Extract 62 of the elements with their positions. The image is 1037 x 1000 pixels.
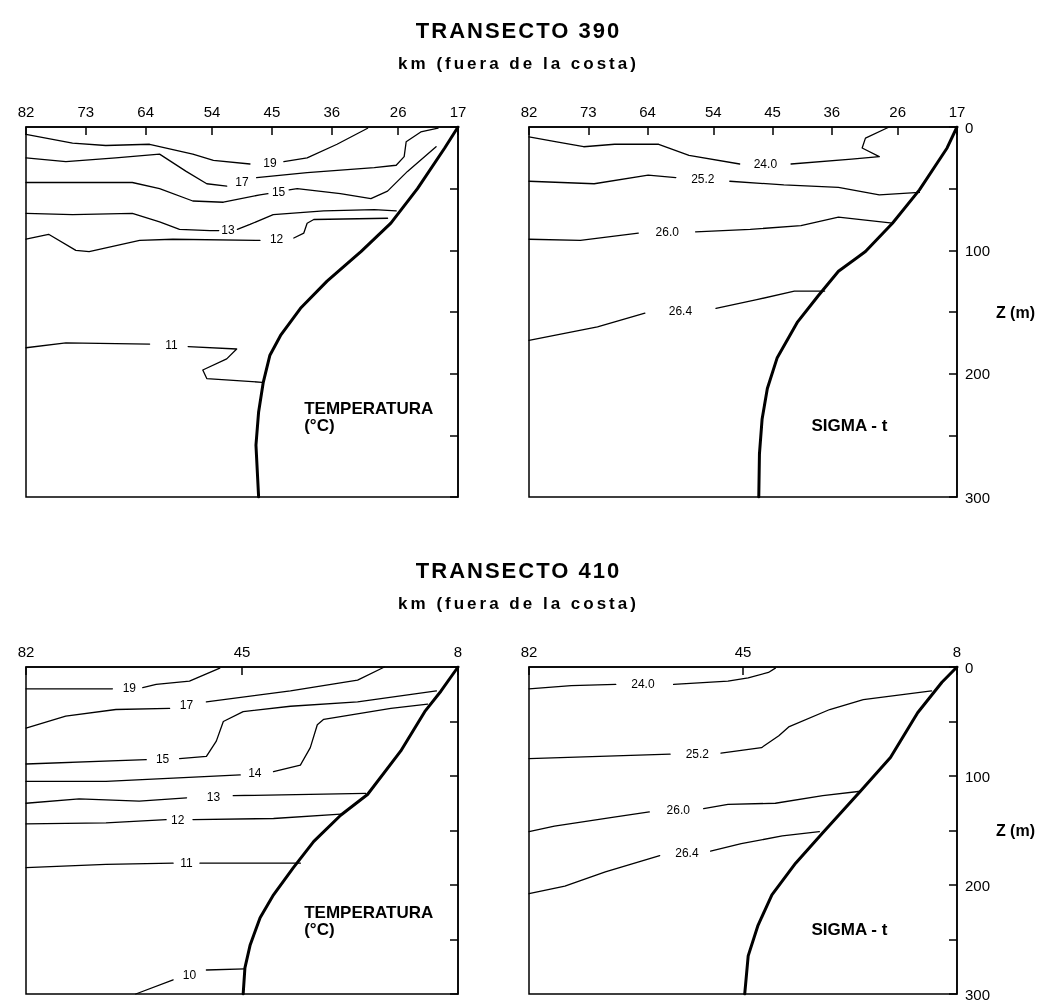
x-tick-label: 45 <box>734 643 752 660</box>
x-tick-label: 45 <box>263 103 281 120</box>
y-axis-title: Z (m) <box>995 822 1035 839</box>
series-label: 12 <box>171 812 185 827</box>
series-label: 13 <box>221 222 236 237</box>
series-label: 26.4 <box>668 303 693 318</box>
x-tick-label: 73 <box>579 103 597 120</box>
x-tick-label: 45 <box>764 103 781 120</box>
series-label: 11 <box>165 338 179 353</box>
text: TRANSECTO 410 <box>414 558 623 585</box>
series-label: 26.4 <box>675 846 699 861</box>
series-label: 11 <box>180 856 194 871</box>
series-label: 24.0 <box>753 157 778 171</box>
series-label: 12 <box>269 232 284 247</box>
y-tick-label: 200 <box>964 876 990 894</box>
series-label: 25.2 <box>691 172 715 187</box>
series-label: 10 <box>182 967 197 982</box>
y-tick-label: 300 <box>964 985 990 1000</box>
y-tick-label: 300 <box>964 488 990 506</box>
annotation: SIGMA - t <box>811 920 888 940</box>
x-tick-label: 36 <box>823 103 841 120</box>
annotation: TEMPERATURA (°C) <box>304 903 438 940</box>
series-label: 15 <box>155 752 170 767</box>
x-tick-label: 64 <box>137 103 154 120</box>
x-tick-label: 8 <box>952 643 962 660</box>
text: TRANSECTO 390 <box>414 18 623 45</box>
y-tick-label: 100 <box>964 767 990 785</box>
x-tick-label: 64 <box>639 103 656 120</box>
series-label: 24.0 <box>631 677 655 692</box>
x-tick-label: 82 <box>520 103 538 120</box>
series-label: 17 <box>235 174 249 189</box>
x-tick-label: 17 <box>948 103 966 120</box>
x-tick-label: 36 <box>323 103 341 120</box>
y-tick-label: 200 <box>964 365 990 383</box>
series-label: 19 <box>263 155 277 170</box>
x-tick-label: 54 <box>203 103 221 120</box>
x-tick-label: 82 <box>17 103 35 120</box>
y-tick-label: 0 <box>964 658 974 676</box>
series-label: 15 <box>271 184 286 199</box>
series-label: 13 <box>206 789 221 804</box>
series-label: 25.2 <box>685 746 710 761</box>
x-axis-title: km (fuera de la costa) <box>397 594 640 614</box>
annotation: TEMPERATURA (°C) <box>304 399 438 436</box>
x-tick-label: 45 <box>233 643 251 660</box>
x-tick-label: 82 <box>520 643 538 660</box>
series-label: 26.0 <box>655 225 680 240</box>
x-tick-label: 73 <box>77 103 95 120</box>
y-tick-label: 0 <box>964 118 974 136</box>
series-label: 14 <box>248 766 262 781</box>
x-tick-label: 26 <box>389 103 407 120</box>
x-tick-label: 17 <box>449 103 467 120</box>
y-tick-label: 100 <box>964 241 990 259</box>
x-tick-label: 8 <box>453 643 463 660</box>
annotation: SIGMA - t <box>811 416 888 436</box>
x-tick-label: 54 <box>705 103 722 120</box>
x-tick-label: 82 <box>17 643 35 660</box>
series-label: 26.0 <box>666 803 691 818</box>
x-tick-label: 26 <box>889 103 907 120</box>
x-axis-title: km (fuera de la costa) <box>397 54 640 74</box>
series-label: 17 <box>179 698 194 713</box>
y-axis-title: Z (m) <box>995 303 1035 321</box>
series-label: 19 <box>122 681 137 696</box>
